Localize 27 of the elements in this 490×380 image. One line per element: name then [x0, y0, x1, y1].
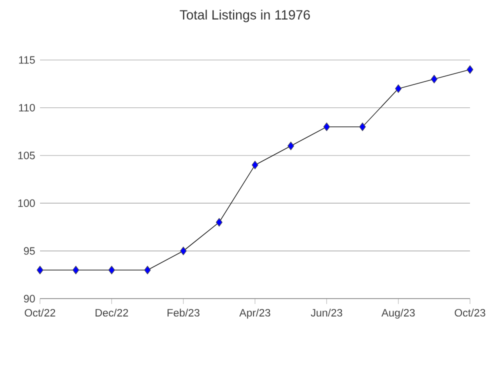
point [216, 218, 222, 227]
x-tick-label: Oct/22 [24, 308, 56, 317]
x-tick-label: Jun/23 [310, 308, 342, 317]
point [144, 266, 151, 274]
point [466, 65, 474, 74]
y-tick-label: 110 [19, 104, 35, 112]
point [288, 142, 294, 150]
point [359, 122, 366, 132]
x-tick-label: Dec/22 [96, 308, 128, 317]
point [430, 74, 438, 84]
point [108, 266, 115, 274]
point [180, 246, 187, 256]
x-tick-label: Apr/23 [239, 308, 270, 319]
x-tick-label: Aug/23 [381, 308, 415, 319]
point [252, 160, 258, 170]
y-tick-label: 105 [18, 152, 35, 160]
point [36, 266, 44, 274]
point [72, 266, 80, 274]
point [323, 122, 330, 132]
point [395, 84, 402, 93]
y-tick-label: 95 [24, 247, 35, 255]
y-tick-label: 90 [24, 294, 35, 302]
y-tick-label: 100 [18, 199, 35, 207]
x-tick-label: Oct/23 [454, 308, 486, 317]
chart-title: Total Listings in 11976 [180, 10, 310, 22]
x-tick-label: Feb/23 [168, 308, 200, 317]
y-tick-label: 115 [19, 56, 35, 64]
